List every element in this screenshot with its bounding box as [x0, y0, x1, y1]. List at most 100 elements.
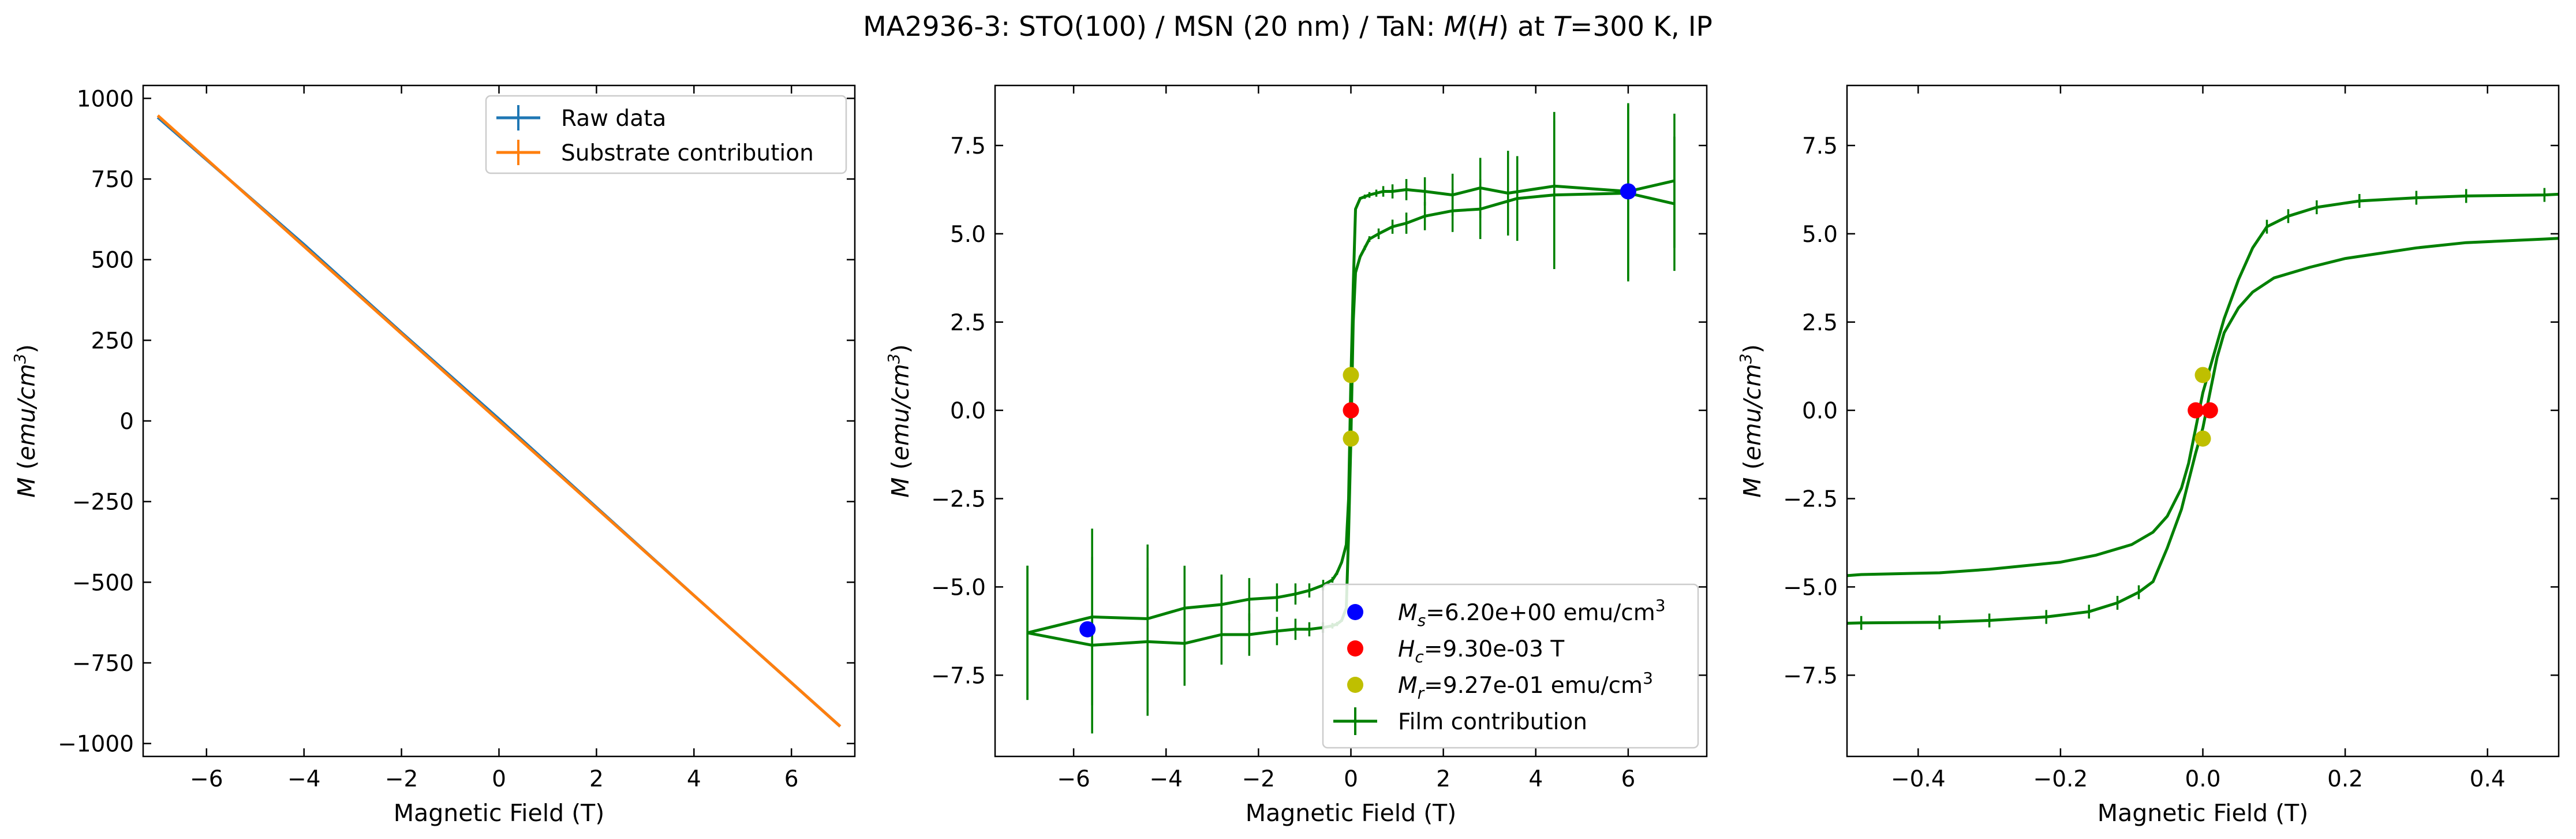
legend-marker-hc — [1347, 640, 1363, 657]
y-tick-label: 7.5 — [950, 133, 986, 159]
y-tick-label: 5.0 — [1802, 222, 1838, 248]
legend-part: 3 — [1643, 669, 1653, 688]
y-label-part: 3 — [10, 353, 29, 364]
x-tick-label: −6 — [190, 766, 223, 792]
x-tick-label: −0.4 — [1891, 766, 1946, 792]
y-tick-label: −500 — [72, 570, 134, 596]
y-tick-label: −5.0 — [1783, 575, 1838, 601]
y-label-part: ( — [887, 460, 914, 477]
legend-part: =9.27e-01 emu/cm — [1424, 673, 1643, 699]
y-tick-label: 250 — [91, 328, 134, 354]
legend-marker-mr — [1347, 677, 1363, 693]
y-tick-label: 750 — [91, 167, 134, 193]
x-tick-label: 4 — [1528, 766, 1543, 792]
legend-part: 3 — [1655, 596, 1666, 615]
marker-hc — [2188, 402, 2204, 419]
marker-hc — [1343, 402, 1359, 419]
series-line — [1847, 192, 2559, 577]
y-label-part: emu/cm — [887, 364, 914, 460]
y-label-part: M — [1738, 477, 1766, 497]
y-tick-label: 2.5 — [950, 310, 986, 336]
legend-part: s — [1418, 611, 1426, 630]
x-tick-label: 0 — [492, 766, 506, 792]
y-tick-label: −750 — [72, 651, 134, 677]
y-axis-label: M (emu/cm3) — [884, 344, 914, 498]
legend-part: c — [1415, 647, 1424, 666]
y-tick-label: 7.5 — [1802, 133, 1838, 159]
legend-entry-label: Ms=6.20e+00 emu/cm3 — [1398, 596, 1666, 630]
x-axis-label: Magnetic Field (T) — [394, 799, 604, 827]
y-label-part: M — [13, 477, 40, 497]
axes-film-contribution: −6 −4 −2 0 2 4 6 −7.5 −5.0 −2.5 0.0 2.5 5.0 7.5 Magnet… — [884, 84, 1708, 827]
y-tick-label: −2.5 — [931, 487, 986, 513]
y-label-part: emu/cm — [13, 364, 40, 460]
legend-entry-label: Film contribution — [1398, 709, 1587, 735]
x-tick-label: 6 — [784, 766, 799, 792]
y-label-part: ) — [1738, 344, 1766, 353]
legend-part: r — [1418, 684, 1425, 703]
y-tick-label: −250 — [72, 490, 134, 516]
series-line — [1027, 192, 1675, 647]
x-axis-label: Magnetic Field (T) — [2098, 799, 2308, 827]
x-tick-label: −2 — [1242, 766, 1276, 792]
x-tick-label: 0.4 — [2470, 766, 2506, 792]
y-tick-label: 0 — [119, 409, 134, 435]
y-label-part: ( — [1738, 460, 1766, 477]
x-tick-label: 0 — [1344, 766, 1358, 792]
y-axis-label: M (emu/cm3) — [10, 344, 40, 498]
x-tick-label: −2 — [385, 766, 418, 792]
marker-mr — [1343, 430, 1359, 447]
legend-box — [485, 95, 847, 174]
y-tick-label: −7.5 — [931, 663, 986, 689]
y-tick-label: 500 — [91, 248, 134, 274]
figure-title: MA2936-3: STO(100) / MSN (20 nm) / TaN: … — [863, 11, 1713, 43]
y-tick-label: 2.5 — [1802, 310, 1838, 336]
marker-hc — [2201, 402, 2218, 419]
x-tick-label: −4 — [1149, 766, 1183, 792]
legend-part: H — [1398, 636, 1415, 662]
legend-part: Film contribution — [1398, 709, 1587, 735]
legend-part: M — [1398, 600, 1418, 626]
x-tick-label: 4 — [687, 766, 701, 792]
axes-raw-data: −6 −4 −2 0 2 4 6 −1000 −750 −500 −250 0 250 500 750 100… — [10, 84, 856, 827]
y-axis-label: M (emu/cm3) — [1736, 344, 1766, 498]
y-tick-label: 0.0 — [950, 398, 986, 424]
y-label-part: ) — [13, 344, 40, 353]
plot-area — [156, 114, 842, 728]
x-tick-label: −6 — [1057, 766, 1090, 792]
x-tick-label: 2 — [589, 766, 604, 792]
series-line — [156, 114, 842, 728]
y-tick-label: 0.0 — [1802, 398, 1838, 424]
x-tick-label: 2 — [1436, 766, 1450, 792]
y-label-part: ) — [887, 344, 914, 353]
y-label-part: M — [887, 477, 914, 497]
marker-ms — [1620, 183, 1636, 200]
x-tick-label: 0.2 — [2327, 766, 2363, 792]
x-tick-label: −0.2 — [2033, 766, 2088, 792]
y-tick-label: 5.0 — [950, 222, 986, 248]
marker-mr — [2194, 430, 2211, 447]
y-label-part: emu/cm — [1738, 364, 1766, 460]
legend-marker-ms — [1347, 604, 1363, 620]
plot-area — [1026, 103, 1676, 734]
x-tick-label: 0.0 — [2185, 766, 2220, 792]
y-label-part: ( — [13, 460, 40, 477]
x-tick-label: 6 — [1621, 766, 1635, 792]
legend-part: M — [1398, 673, 1418, 699]
x-tick-label: −4 — [287, 766, 321, 792]
legend-entry-label: Hc=9.30e-03 T — [1398, 636, 1564, 666]
y-tick-label: −1000 — [58, 732, 134, 758]
y-label-part: 3 — [884, 353, 903, 364]
x-axis-label: Magnetic Field (T) — [1246, 799, 1456, 827]
legend-entry-label: Mr=9.27e-01 emu/cm3 — [1398, 669, 1653, 703]
y-tick-label: −5.0 — [931, 575, 986, 601]
marker-mr — [2194, 367, 2211, 383]
legend-part: =9.30e-03 T — [1424, 636, 1565, 662]
y-label-part: 3 — [1736, 353, 1755, 364]
marker-ms — [1079, 621, 1096, 637]
marker-mr — [1343, 367, 1359, 383]
plot-area — [1847, 188, 2559, 630]
legend-part: =6.20e+00 emu/cm — [1426, 600, 1655, 626]
legend-entry-label: Raw data — [561, 106, 666, 132]
